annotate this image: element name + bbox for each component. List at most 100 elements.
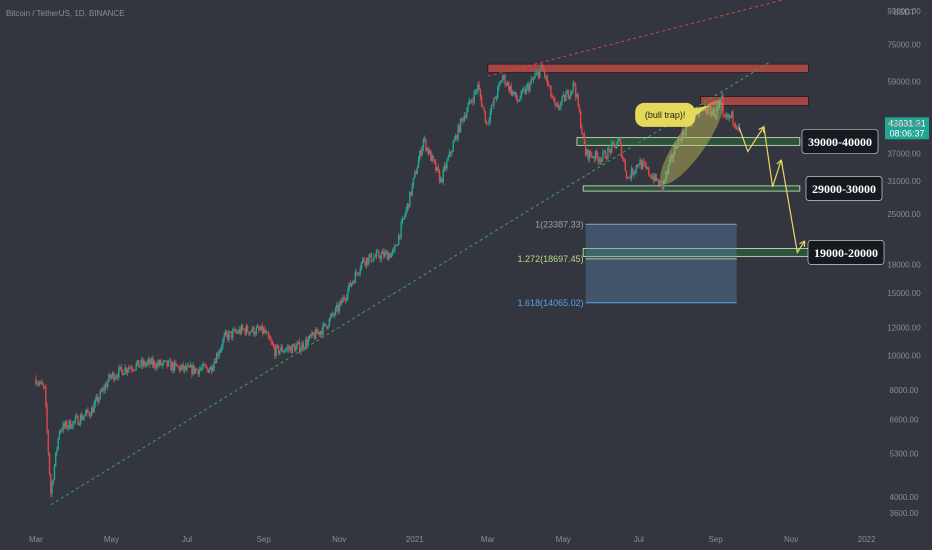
candle-body xyxy=(581,127,583,134)
candle xyxy=(622,154,624,162)
price-tag-value: 43831.31 xyxy=(888,118,926,128)
candle xyxy=(731,110,733,119)
candle xyxy=(368,254,370,266)
candle xyxy=(682,127,685,136)
candle-body xyxy=(442,168,444,182)
candle-body xyxy=(250,331,253,333)
candle xyxy=(354,268,357,284)
projection-path xyxy=(738,125,806,254)
candle-body xyxy=(669,159,671,165)
candle xyxy=(437,163,439,174)
price-tag-background xyxy=(885,117,929,140)
candle xyxy=(301,340,303,349)
candle-body xyxy=(584,143,587,156)
candle xyxy=(350,283,353,288)
candle xyxy=(353,279,355,285)
candle-body xyxy=(546,75,548,84)
candle-body xyxy=(133,369,135,371)
candle-body xyxy=(344,299,347,301)
candle xyxy=(661,182,664,193)
candle-body xyxy=(509,85,511,91)
candle-body xyxy=(137,360,140,368)
candle-body xyxy=(524,89,526,94)
candle xyxy=(244,327,246,337)
candle xyxy=(662,180,665,192)
candle xyxy=(630,165,633,182)
candle-body xyxy=(162,361,165,364)
candle xyxy=(712,107,714,116)
candle xyxy=(732,109,734,127)
candle-body xyxy=(719,99,722,103)
candle-body xyxy=(42,384,45,387)
candle xyxy=(723,114,725,118)
candle xyxy=(660,180,662,186)
candle-body xyxy=(463,115,465,122)
candle xyxy=(375,249,378,260)
candle-body xyxy=(734,124,737,128)
candle-body xyxy=(516,98,519,102)
candle xyxy=(513,91,515,96)
candle xyxy=(451,150,453,157)
candle-body xyxy=(711,112,713,116)
candle-body xyxy=(305,339,307,348)
candle xyxy=(467,102,469,113)
candle xyxy=(659,179,661,186)
candle xyxy=(542,65,545,73)
candle xyxy=(388,252,390,262)
candle-body xyxy=(229,331,231,332)
candle-body xyxy=(555,103,557,107)
bull-trap-callout-pointer xyxy=(691,105,710,119)
zones xyxy=(487,63,813,257)
candle xyxy=(618,137,620,142)
candle-body xyxy=(144,361,146,366)
candle-body xyxy=(161,363,163,366)
candle-body xyxy=(215,353,218,364)
candle-body xyxy=(99,390,101,399)
candle-body xyxy=(45,386,47,407)
candle xyxy=(97,393,99,406)
candle xyxy=(100,387,103,393)
candle-body xyxy=(462,118,464,122)
candle xyxy=(364,261,366,268)
candle xyxy=(412,177,415,188)
y-tick-label: 37000.00 xyxy=(887,149,921,158)
candle xyxy=(409,191,411,208)
candle-body xyxy=(197,369,199,375)
candle xyxy=(181,364,183,370)
candle xyxy=(128,364,130,374)
candle-body xyxy=(139,365,141,368)
candle-body xyxy=(625,170,628,178)
candle xyxy=(397,232,400,246)
candle xyxy=(347,285,349,302)
candle xyxy=(187,362,189,367)
candle xyxy=(230,331,233,340)
candle-body xyxy=(104,384,106,391)
candle-body xyxy=(52,479,54,484)
candle xyxy=(499,80,501,86)
candle-body xyxy=(213,361,215,369)
candle-body xyxy=(142,361,145,366)
candle xyxy=(289,345,291,352)
candle-body xyxy=(453,139,456,143)
candle xyxy=(405,207,407,218)
candle-body xyxy=(193,365,196,373)
zone-label-box: 29000-30000 xyxy=(805,176,883,201)
candle-body xyxy=(717,106,719,108)
candle xyxy=(367,257,369,267)
candle xyxy=(737,125,739,132)
candle-body xyxy=(302,343,305,349)
candle xyxy=(601,157,603,165)
candle-body xyxy=(135,363,137,370)
candle-body xyxy=(95,396,98,400)
candle-body xyxy=(449,151,452,154)
candle-body xyxy=(259,329,261,331)
candle-body xyxy=(649,174,651,177)
candle-body xyxy=(650,176,652,179)
candle-body xyxy=(71,427,73,429)
candle xyxy=(390,252,392,258)
candle xyxy=(389,252,391,259)
candle xyxy=(129,365,131,369)
candle xyxy=(656,178,659,182)
candle xyxy=(624,158,626,171)
candle xyxy=(272,342,275,350)
